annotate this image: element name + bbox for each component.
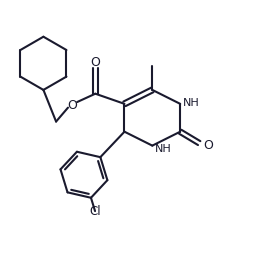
Text: NH: NH xyxy=(183,98,200,108)
Text: Cl: Cl xyxy=(89,205,101,218)
Text: O: O xyxy=(204,139,214,151)
Text: NH: NH xyxy=(155,144,172,154)
Text: O: O xyxy=(68,99,77,112)
Text: O: O xyxy=(90,56,100,69)
